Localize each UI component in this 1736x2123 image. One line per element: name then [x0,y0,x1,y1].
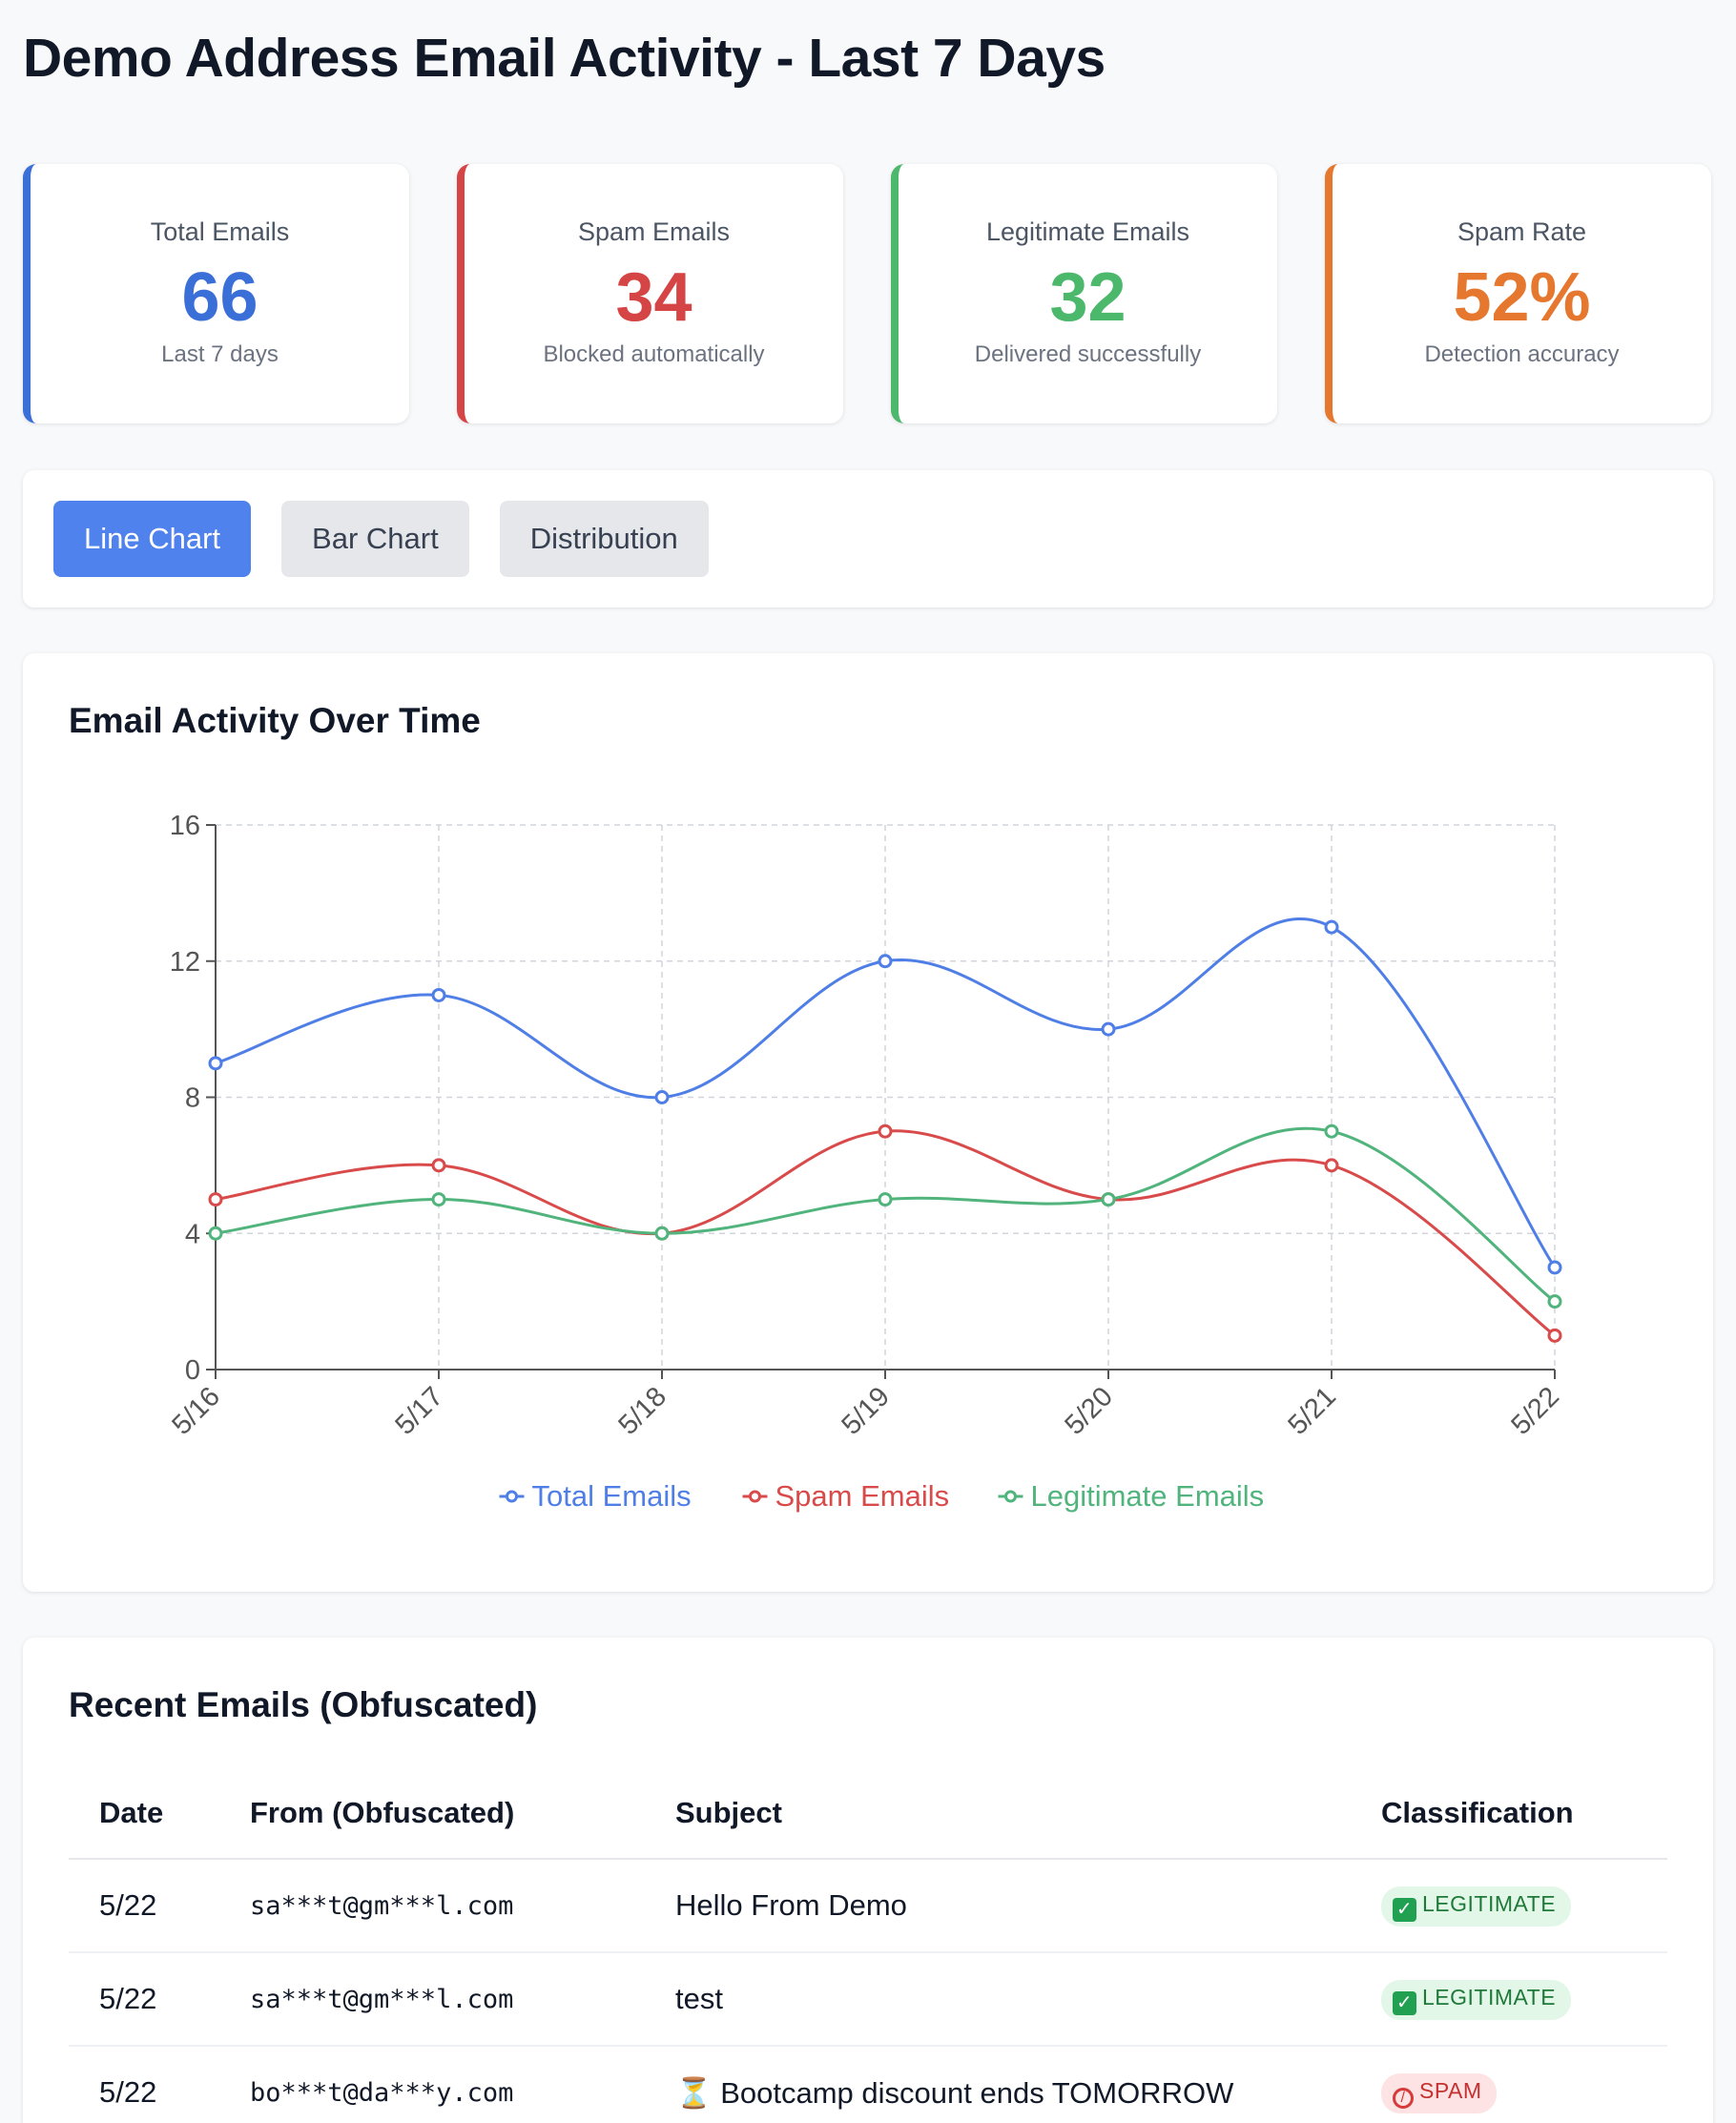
legend-marker-total-emails [506,1490,518,1503]
data-point-total-emails [431,987,446,1002]
data-point-spam-emails [431,1158,446,1173]
table-header-row: Date From (Obfuscated) Subject Classific… [69,1767,1667,1860]
stat-label: Spam Rate [1457,217,1587,246]
email-date: 5/22 [69,1952,219,2047]
y-tick-label: 16 [170,811,200,841]
recent-emails-title: Recent Emails (Obfuscated) [69,1685,538,1724]
recent-emails-table: Date From (Obfuscated) Subject Classific… [69,1767,1667,2123]
tab-line-chart[interactable]: Line Chart [53,501,252,577]
data-point-total-emails [1547,1260,1562,1275]
chart-type-tabs: Line Chart Bar Chart Distribution [23,470,1713,608]
stat-subtext: Detection accuracy [1424,341,1620,367]
x-tick-label: 5/16 [166,1381,226,1441]
legend-label-total-emails: Total Emails [532,1479,692,1513]
table-row[interactable]: 5/22 sa***t@gm***l.com test ✓ LEGITIMATE [69,1952,1667,2047]
data-point-spam-emails [1324,1158,1339,1173]
stat-label: Spam Emails [577,217,731,246]
column-header-from: From (Obfuscated) [219,1767,645,1860]
check-mark-icon: ✓ [1393,1898,1416,1922]
classification-badge: ✓ LEGITIMATE [1381,1886,1572,1927]
stat-value: 34 [615,259,692,336]
data-point-spam-emails [208,1192,223,1207]
email-date: 5/22 [69,1859,219,1953]
stat-subtext: Blocked automatically [543,341,765,367]
legend-marker-legitimate-emails [1004,1490,1017,1503]
email-from: bo***t@da***y.com [219,2046,645,2123]
column-header-date: Date [69,1767,219,1860]
x-tick-label: 5/17 [389,1381,449,1441]
email-from: sa***t@gm***l.com [219,1952,645,2047]
email-from: sa***t@gm***l.com [219,1859,645,1953]
column-header-subject: Subject [645,1767,1351,1860]
classification-badge: / SPAM [1381,2073,1498,2113]
data-point-legitimate-emails [878,1192,893,1207]
data-point-legitimate-emails [208,1226,223,1241]
data-point-legitimate-emails [1101,1192,1116,1207]
legend-marker-spam-emails [749,1490,761,1503]
email-subject: Hello From Demo [645,1859,1351,1953]
email-date: 5/22 [69,2046,219,2123]
column-header-classification: Classification [1351,1767,1667,1860]
tab-bar-chart[interactable]: Bar Chart [281,501,469,577]
data-point-total-emails [1324,919,1339,935]
data-point-total-emails [878,954,893,969]
legend-label-legitimate-emails: Legitimate Emails [1031,1479,1265,1513]
classification-label: LEGITIMATE [1422,1985,1557,2010]
stat-value: 32 [1049,259,1126,336]
email-subject: test [645,1952,1351,2047]
stats-row: Total Emails 66 Last 7 days Spam Emails … [23,164,1713,423]
data-point-legitimate-emails [654,1226,670,1241]
data-point-total-emails [654,1090,670,1104]
stat-card-spam-rate: Spam Rate 52% Detection accuracy [1325,164,1711,423]
prohibited-icon: / [1393,2088,1414,2109]
recent-emails-panel: Recent Emails (Obfuscated) Date From (Ob… [23,1638,1713,2123]
data-point-total-emails [1101,1021,1116,1037]
email-classification: / SPAM [1351,2046,1667,2123]
stat-card-spam: Spam Emails 34 Blocked automatically [457,164,843,423]
x-tick-label: 5/18 [612,1381,672,1441]
email-activity-line-chart: 0 4 8 12 16 5/16 5/17 5/18 5/19 5/20 5/21 5/22 Total… [166,811,1565,1513]
email-subject: ⏳ Bootcamp discount ends TOMORROW [645,2046,1351,2123]
x-tick-label: 5/20 [1059,1381,1119,1441]
classification-label: SPAM [1419,2078,1482,2103]
classification-badge: ✓ LEGITIMATE [1381,1980,1572,2020]
x-tick-label: 5/22 [1505,1381,1565,1441]
check-mark-icon: ✓ [1393,1991,1416,2015]
legend-label-spam-emails: Spam Emails [775,1479,950,1513]
email-classification: ✓ LEGITIMATE [1351,1952,1667,2047]
stat-value: 52% [1453,259,1591,336]
data-point-spam-emails [878,1123,893,1139]
y-tick-label: 0 [185,1355,200,1386]
stat-subtext: Delivered successfully [974,341,1202,367]
chart-panel: Email Activity Over Time 0 4 8 12 16 5/16 5/17… [23,653,1713,1592]
classification-label: LEGITIMATE [1422,1891,1557,1916]
data-point-legitimate-emails [1324,1123,1339,1139]
data-point-legitimate-emails [1547,1294,1562,1309]
series-line-total-emails [215,917,1557,1268]
stat-value: 66 [181,259,258,336]
stat-card-total: Total Emails 66 Last 7 days [23,164,409,423]
data-point-total-emails [208,1056,223,1071]
table-row[interactable]: 5/22 sa***t@gm***l.com Hello From Demo ✓ LEG… [69,1859,1667,1953]
chart-title: Email Activity Over Time [69,701,481,740]
tab-distribution[interactable]: Distribution [499,501,709,577]
x-tick-label: 5/21 [1282,1381,1342,1441]
data-point-legitimate-emails [431,1192,446,1207]
y-tick-label: 12 [170,947,200,978]
stat-label: Total Emails [150,217,290,246]
table-row[interactable]: 5/22 bo***t@da***y.com ⏳ Bootcamp discount… [69,2046,1667,2123]
y-tick-label: 4 [185,1219,200,1249]
x-tick-label: 5/19 [836,1381,896,1441]
stat-label: Legitimate Emails [985,217,1190,246]
email-classification: ✓ LEGITIMATE [1351,1859,1667,1953]
stat-card-legitimate: Legitimate Emails 32 Delivered successfu… [891,164,1277,423]
page-title: Demo Address Email Activity - Last 7 Day… [23,28,1106,89]
y-tick-label: 8 [185,1083,200,1114]
data-point-spam-emails [1547,1328,1562,1343]
stat-subtext: Last 7 days [161,341,279,367]
